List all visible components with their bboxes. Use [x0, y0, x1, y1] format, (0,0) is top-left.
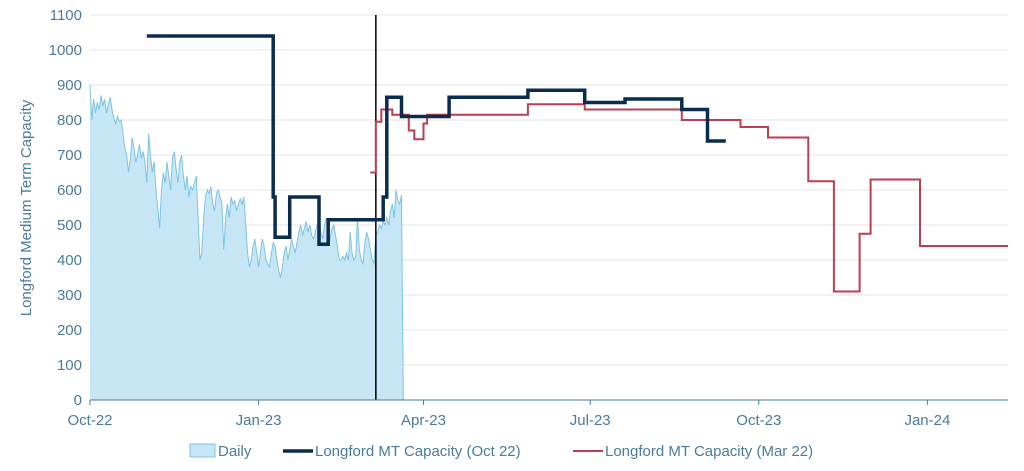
y-tick-label: 200: [57, 322, 82, 339]
x-tick-label: Oct-22: [67, 412, 112, 429]
y-tick-label: 300: [57, 287, 82, 304]
legend-daily-swatch: [189, 443, 216, 458]
legend: Daily Longford MT Capacity (Oct 22) Longfo…: [189, 443, 813, 460]
legend-mar22-label: Longford MT Capacity (Mar 22): [605, 443, 813, 460]
y-tick-label: 500: [57, 217, 82, 234]
x-tick-label: Apr-23: [401, 412, 446, 429]
legend-oct22-label: Longford MT Capacity (Oct 22): [315, 443, 521, 460]
axes: 0 100 200 300 400 500 600 700 800 900 1000 1100 Oct-…: [49, 7, 1008, 429]
x-tick-label: Jan-24: [904, 412, 950, 429]
y-tick-label: 1100: [50, 7, 82, 24]
y-tick-label: 400: [57, 252, 82, 269]
y-tick-label: 0: [74, 392, 82, 409]
y-tick-label: 600: [57, 182, 82, 199]
x-tick-label: Jan-23: [236, 412, 282, 429]
oct22-capacity-line: [146, 34, 726, 247]
x-tick-label: Jul-23: [570, 412, 611, 429]
x-tick-label: Oct-23: [736, 412, 781, 429]
y-tick-label: 800: [57, 112, 82, 129]
y-tick-label: 100: [57, 357, 82, 374]
y-tick-label: 1000: [49, 42, 82, 59]
legend-daily-label: Daily: [218, 443, 252, 460]
capacity-lines: [146, 34, 1008, 293]
daily-line: [89, 84, 404, 401]
y-tick-label: 900: [57, 77, 82, 94]
daily-area-series: [89, 84, 404, 401]
y-axis-title: Longford Medium Term Capacity: [18, 99, 35, 316]
mar22-capacity-line: [370, 103, 1008, 293]
y-tick-label: 700: [57, 147, 82, 164]
